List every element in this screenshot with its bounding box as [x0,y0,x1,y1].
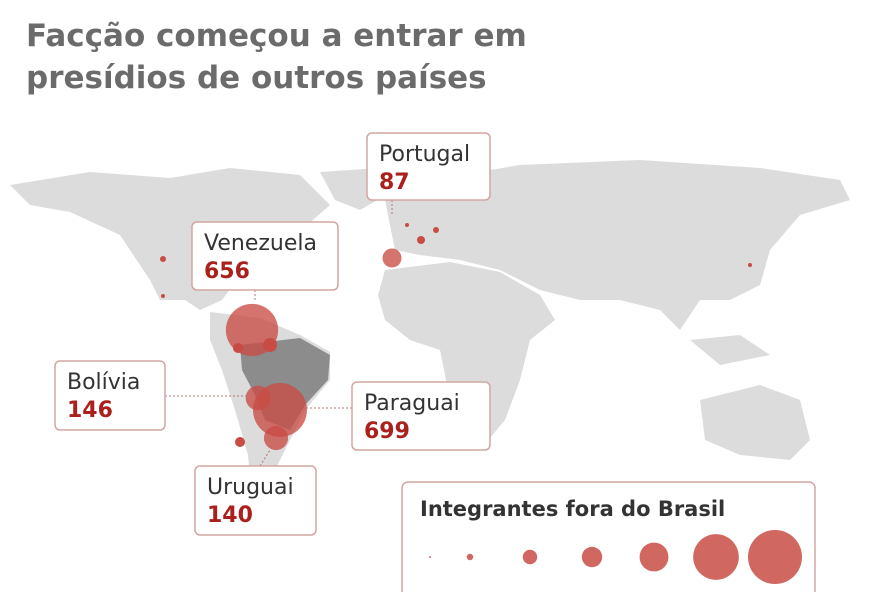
country-value: 140 [207,503,253,528]
country-value: 87 [379,170,410,195]
country-name: Venezuela [204,231,317,256]
legend-bubble [428,555,432,559]
country-value: 656 [204,259,250,284]
callout-box [54,360,166,431]
callout-box [351,381,491,451]
callout-box [191,221,339,291]
country-name: Bolívia [67,370,140,395]
legend-title: Integrantes fora do Brasil [420,497,725,521]
callout-box [194,465,317,536]
country-value: 146 [67,398,113,423]
country-name: Portugal [379,142,470,167]
bubble [263,425,289,451]
legend-bubble [522,549,538,565]
subtitle-line: presídios de outros países [26,60,487,96]
bubbles [225,248,402,451]
callout-box [366,132,491,201]
world-map [10,160,850,510]
callouts: Portugal 87 Venezuela 656 Bolívia 146 Paraguai… [54,132,491,536]
legend-bubble [639,542,669,572]
bubble [382,248,402,268]
pointer [259,449,271,467]
legend-bubble [748,530,802,584]
legend: Integrantes fora do Brasil [401,481,816,592]
bubble [253,383,307,437]
legend-bubble [693,534,739,580]
legend-bubble [581,546,603,568]
country-name: Uruguai [207,475,294,500]
country-name: Paraguai [364,391,460,416]
subtitle-line: Facção começou a entrar em [26,18,527,54]
legend-bubble [466,553,474,561]
bubble [225,303,279,357]
country-value: 699 [364,419,410,444]
